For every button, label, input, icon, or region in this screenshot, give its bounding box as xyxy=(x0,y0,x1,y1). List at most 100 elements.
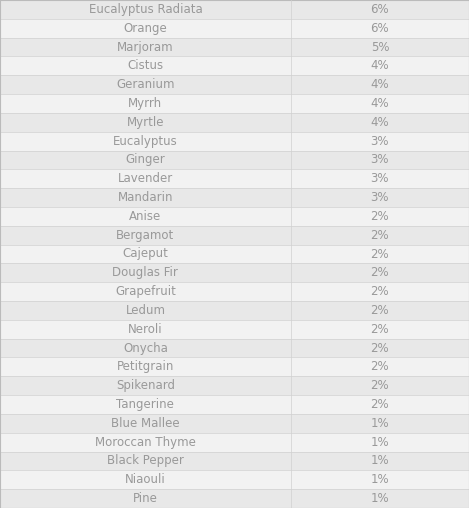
Text: Myrrh: Myrrh xyxy=(129,97,162,110)
Text: Ledum: Ledum xyxy=(125,304,166,317)
Bar xyxy=(0,414,291,433)
Text: 3%: 3% xyxy=(371,135,389,148)
Bar xyxy=(291,188,469,207)
Bar xyxy=(291,376,469,395)
Bar xyxy=(0,75,291,94)
Text: 2%: 2% xyxy=(371,398,389,411)
Text: Eucalyptus Radiata: Eucalyptus Radiata xyxy=(89,3,202,16)
Bar xyxy=(291,470,469,489)
Text: 1%: 1% xyxy=(371,417,389,430)
Bar xyxy=(0,395,291,414)
Text: Tangerine: Tangerine xyxy=(116,398,174,411)
Text: 2%: 2% xyxy=(371,323,389,336)
Bar xyxy=(0,207,291,226)
Text: Marjoram: Marjoram xyxy=(117,41,174,53)
Bar xyxy=(0,301,291,320)
Bar xyxy=(291,320,469,339)
Text: Petitgrain: Petitgrain xyxy=(117,360,174,373)
Text: 3%: 3% xyxy=(371,153,389,167)
Bar xyxy=(291,358,469,376)
Text: Onycha: Onycha xyxy=(123,341,168,355)
Bar xyxy=(0,264,291,282)
Bar xyxy=(0,320,291,339)
Bar xyxy=(0,38,291,56)
Bar xyxy=(291,395,469,414)
Bar xyxy=(0,358,291,376)
Bar xyxy=(291,38,469,56)
Text: 1%: 1% xyxy=(371,473,389,486)
Text: 1%: 1% xyxy=(371,492,389,505)
Bar xyxy=(0,470,291,489)
Text: 4%: 4% xyxy=(371,97,389,110)
Text: 2%: 2% xyxy=(371,229,389,242)
Bar xyxy=(0,339,291,358)
Text: Eucalyptus: Eucalyptus xyxy=(113,135,178,148)
Text: 4%: 4% xyxy=(371,59,389,72)
Text: 2%: 2% xyxy=(371,360,389,373)
Text: Moroccan Thyme: Moroccan Thyme xyxy=(95,436,196,449)
Bar xyxy=(0,0,291,19)
Text: 2%: 2% xyxy=(371,247,389,261)
Bar xyxy=(0,282,291,301)
Bar xyxy=(0,433,291,452)
Text: 2%: 2% xyxy=(371,304,389,317)
Text: 4%: 4% xyxy=(371,116,389,129)
Bar xyxy=(291,75,469,94)
Text: Spikenard: Spikenard xyxy=(116,379,175,392)
Text: Geranium: Geranium xyxy=(116,78,174,91)
Bar xyxy=(291,264,469,282)
Bar xyxy=(291,226,469,244)
Bar xyxy=(291,19,469,38)
Bar xyxy=(291,339,469,358)
Text: Myrtle: Myrtle xyxy=(127,116,164,129)
Text: 2%: 2% xyxy=(371,285,389,298)
Bar xyxy=(291,169,469,188)
Bar xyxy=(291,301,469,320)
Text: Pine: Pine xyxy=(133,492,158,505)
Text: 2%: 2% xyxy=(371,266,389,279)
Text: Neroli: Neroli xyxy=(128,323,163,336)
Text: Ginger: Ginger xyxy=(126,153,165,167)
Bar xyxy=(0,244,291,264)
Text: Douglas Fir: Douglas Fir xyxy=(113,266,178,279)
Text: 1%: 1% xyxy=(371,436,389,449)
Bar xyxy=(291,94,469,113)
Text: Niaouli: Niaouli xyxy=(125,473,166,486)
Bar xyxy=(0,113,291,132)
Bar xyxy=(0,150,291,169)
Text: Cistus: Cistus xyxy=(127,59,164,72)
Text: 3%: 3% xyxy=(371,191,389,204)
Text: Grapefruit: Grapefruit xyxy=(115,285,176,298)
Bar xyxy=(0,19,291,38)
Bar xyxy=(0,132,291,150)
Text: Orange: Orange xyxy=(123,22,167,35)
Bar xyxy=(0,376,291,395)
Bar xyxy=(291,56,469,75)
Text: Lavender: Lavender xyxy=(118,172,173,185)
Text: Cajeput: Cajeput xyxy=(122,247,168,261)
Bar xyxy=(291,244,469,264)
Text: 2%: 2% xyxy=(371,210,389,223)
Bar xyxy=(0,188,291,207)
Text: Bergamot: Bergamot xyxy=(116,229,174,242)
Text: 2%: 2% xyxy=(371,379,389,392)
Bar xyxy=(291,414,469,433)
Text: Black Pepper: Black Pepper xyxy=(107,455,184,467)
Text: 6%: 6% xyxy=(371,22,389,35)
Bar xyxy=(0,489,291,508)
Bar xyxy=(291,433,469,452)
Text: Mandarin: Mandarin xyxy=(118,191,173,204)
Bar xyxy=(291,113,469,132)
Text: Anise: Anise xyxy=(129,210,161,223)
Bar xyxy=(291,282,469,301)
Text: 5%: 5% xyxy=(371,41,389,53)
Bar xyxy=(291,207,469,226)
Bar xyxy=(0,169,291,188)
Bar xyxy=(291,132,469,150)
Text: 6%: 6% xyxy=(371,3,389,16)
Bar xyxy=(0,226,291,244)
Text: 1%: 1% xyxy=(371,455,389,467)
Text: 3%: 3% xyxy=(371,172,389,185)
Bar xyxy=(291,150,469,169)
Text: Blue Mallee: Blue Mallee xyxy=(111,417,180,430)
